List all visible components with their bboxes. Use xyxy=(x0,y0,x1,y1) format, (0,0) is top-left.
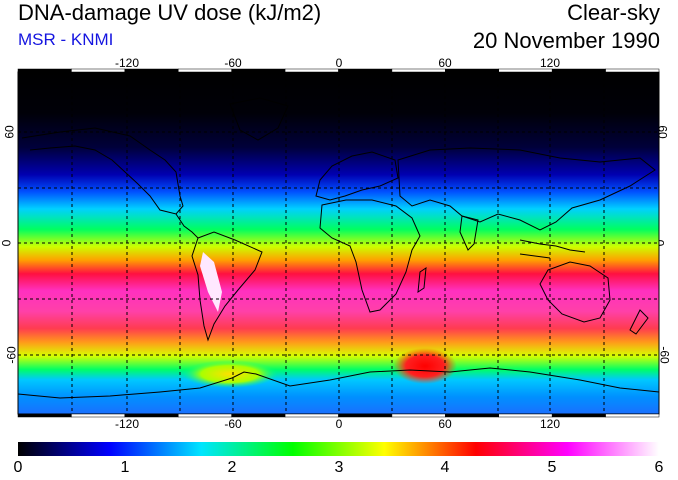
frame-tick-bar xyxy=(17,413,72,418)
colorbar xyxy=(18,442,659,456)
sky-condition-label: Clear-sky xyxy=(567,0,660,25)
colorbar-label: 1 xyxy=(120,459,130,476)
lon-tick-bottom: 0 xyxy=(335,417,343,431)
frame-tick-bar xyxy=(498,68,553,73)
frame-tick-bar xyxy=(124,68,179,73)
colorbar-label: 4 xyxy=(440,459,450,476)
lon-tick-bottom: -60 xyxy=(224,417,242,431)
frame-tick-bar xyxy=(231,68,286,73)
frame-tick-bar xyxy=(231,413,286,418)
frame-tick-bar xyxy=(178,413,232,418)
lon-tick-top: 120 xyxy=(539,56,561,70)
frame-tick-bar xyxy=(605,68,660,73)
lon-tick-bottom: 120 xyxy=(539,417,561,431)
colorbar-label: 3 xyxy=(334,459,344,476)
data-source-label: MSR - KNMI xyxy=(18,30,114,49)
frame-tick-bar xyxy=(551,413,606,418)
frame-tick-bar xyxy=(605,413,660,418)
lon-tick-top: 60 xyxy=(438,56,452,70)
uv-dose-map xyxy=(17,68,660,418)
colorbar-label: 2 xyxy=(227,459,237,476)
frame-tick-bar xyxy=(17,68,72,73)
frame-tick-bar xyxy=(71,68,126,73)
frame-tick-bar xyxy=(284,68,339,73)
lon-tick-top: -120 xyxy=(114,56,140,70)
colorbar-label: 5 xyxy=(547,459,557,476)
frame-tick-bar xyxy=(445,413,500,418)
frame-tick-bar xyxy=(391,68,446,73)
frame-tick-bar xyxy=(391,413,446,418)
frame-tick-bar xyxy=(124,413,179,418)
frame-tick-bar xyxy=(445,68,500,73)
frame-tick-bar xyxy=(551,68,606,73)
frame-tick-bar xyxy=(338,68,393,73)
frame-tick-bar xyxy=(338,413,393,418)
frame-tick-bar xyxy=(284,413,339,418)
date-label: 20 November 1990 xyxy=(472,28,660,53)
lon-tick-top: -60 xyxy=(224,56,242,70)
lon-tick-top: 0 xyxy=(335,56,343,70)
frame-tick-bar xyxy=(498,413,553,418)
lon-tick-bottom: 60 xyxy=(438,417,452,431)
frame-tick-bar xyxy=(71,413,126,418)
colorbar-label: 6 xyxy=(654,459,664,476)
lon-tick-bottom: -120 xyxy=(114,417,140,431)
frame-tick-bar xyxy=(178,68,232,73)
colorbar-label: 0 xyxy=(13,459,23,476)
map-title: DNA-damage UV dose (kJ/m2) xyxy=(18,0,322,25)
